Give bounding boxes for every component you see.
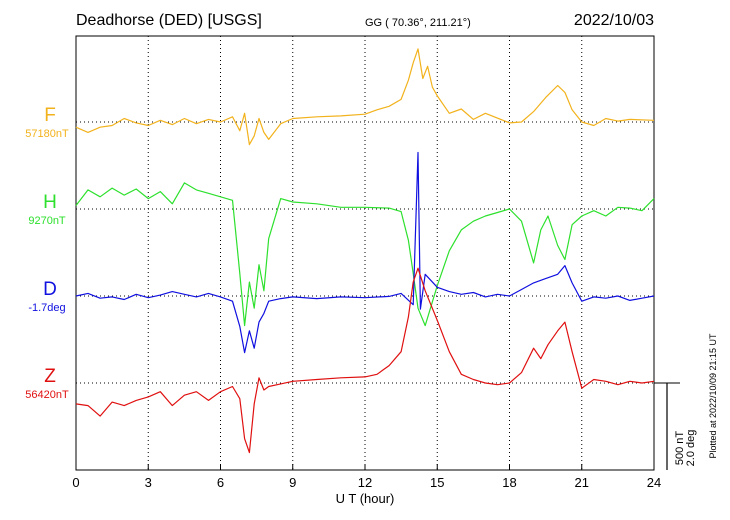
grid-lines bbox=[147, 36, 583, 470]
channel-labels: F 57180nT H 9270nT D -1.7deg Z 56420nT bbox=[25, 105, 69, 401]
channel-baseline-H: 9270nT bbox=[28, 215, 66, 227]
plotted-at-label: Plotted at 2022/10/09 21:15 UT bbox=[708, 333, 718, 459]
scale-bar: 500 nT 2.0 deg bbox=[654, 382, 697, 470]
x-tick-label-3: 3 bbox=[145, 475, 152, 490]
x-axis-label: U T (hour) bbox=[336, 491, 395, 506]
x-tick-label-12: 12 bbox=[358, 475, 372, 490]
channel-baseline-Z: 56420nT bbox=[25, 389, 69, 401]
x-tick-label-24: 24 bbox=[647, 475, 661, 490]
baseline-lines bbox=[76, 121, 654, 384]
channel-letter-H: H bbox=[43, 192, 57, 213]
series-line-F bbox=[75, 48, 655, 146]
series-line-D bbox=[75, 151, 655, 354]
coordinates-label: GG ( 70.36°, 211.21°) bbox=[365, 17, 471, 29]
series-line-H bbox=[75, 182, 655, 327]
x-axis-ticks: 0 3 6 9 12 15 18 21 24 bbox=[72, 464, 661, 490]
scale-bar-nt-label: 500 nT bbox=[674, 431, 686, 466]
station-title: Deadhorse (DED) [USGS] bbox=[76, 12, 262, 29]
x-tick-label-0: 0 bbox=[72, 475, 79, 490]
x-tick-label-21: 21 bbox=[575, 475, 589, 490]
channel-baseline-D: -1.7deg bbox=[28, 302, 65, 314]
x-tick-label-15: 15 bbox=[430, 475, 444, 490]
series-line-Z bbox=[75, 267, 655, 454]
channel-letter-F: F bbox=[44, 105, 56, 126]
x-tick-label-9: 9 bbox=[289, 475, 296, 490]
x-tick-label-6: 6 bbox=[217, 475, 224, 490]
channel-letter-Z: Z bbox=[44, 366, 56, 387]
x-tick-label-18: 18 bbox=[502, 475, 516, 490]
date-label: 2022/10/03 bbox=[574, 12, 654, 29]
series-group bbox=[75, 48, 655, 454]
channel-letter-D: D bbox=[43, 279, 57, 300]
scale-bar-deg-label: 2.0 deg bbox=[685, 430, 697, 467]
channel-baseline-F: 57180nT bbox=[25, 128, 69, 140]
